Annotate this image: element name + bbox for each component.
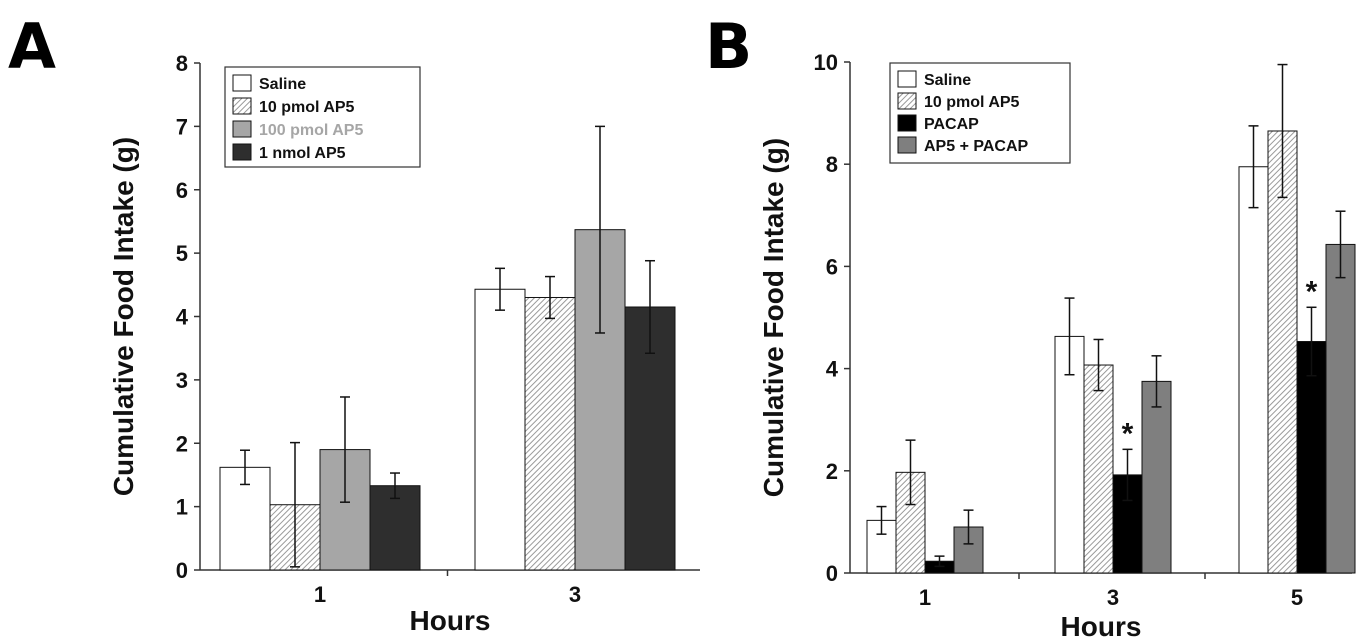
legend-swatch xyxy=(897,70,917,88)
bar xyxy=(1267,130,1298,574)
y-axis-title: Cumulative Food Intake (g) xyxy=(758,138,789,497)
bar xyxy=(1238,166,1269,574)
legend-swatch xyxy=(232,74,252,92)
chart-panel-b: 0 2 4 6 8 10 1 3 5 Hours Cumulative Food Intake (g… xyxy=(758,50,1356,642)
legend-label: Saline xyxy=(924,72,971,89)
y-tick-label: 0 xyxy=(826,561,838,586)
y-tick-label: 10 xyxy=(814,50,838,75)
y-tick-label: 6 xyxy=(176,178,188,203)
y-tick-label: 5 xyxy=(176,241,188,266)
legend-swatch xyxy=(897,92,917,110)
y-axis-title: Cumulative Food Intake (g) xyxy=(108,137,139,496)
y-tick-label: 8 xyxy=(176,51,188,76)
legend-label: PACAP xyxy=(924,116,979,133)
panel-letter-b: B xyxy=(705,10,752,83)
y-tick-label: 0 xyxy=(176,558,188,583)
bar xyxy=(1054,335,1085,574)
legend-label: 100 pmol AP5 xyxy=(259,122,363,139)
bar xyxy=(474,288,526,571)
bar xyxy=(1325,243,1356,574)
legend-swatch xyxy=(232,97,252,115)
bar xyxy=(1083,364,1114,574)
y-tick-label: 8 xyxy=(826,152,838,177)
legend: Saline 10 pmol AP5 PACAP AP5 + PACAP xyxy=(889,62,1071,164)
legend-label: 1 nmol AP5 xyxy=(259,145,346,162)
x-tick-label: 1 xyxy=(314,582,326,607)
legend-swatch xyxy=(232,120,252,138)
x-tick-label: 3 xyxy=(569,582,581,607)
legend: Saline 10 pmol AP5 100 pmol AP5 1 nmol AP5 xyxy=(224,66,421,168)
bar xyxy=(1141,380,1172,574)
y-tick-label: 6 xyxy=(826,254,838,279)
legend-label: AP5 + PACAP xyxy=(924,138,1029,155)
y-tick-label: 1 xyxy=(176,495,188,520)
legend-label: Saline xyxy=(259,76,306,93)
x-axis-title: Hours xyxy=(410,605,491,636)
y-tick-label: 2 xyxy=(176,431,188,456)
legend-label: 10 pmol AP5 xyxy=(259,99,355,116)
x-tick-label: 3 xyxy=(1107,585,1119,610)
x-tick-label: 5 xyxy=(1291,585,1303,610)
y-tick-label: 4 xyxy=(826,357,839,382)
y-tick-label: 7 xyxy=(176,114,188,139)
legend-swatch xyxy=(897,114,917,132)
x-tick-label: 1 xyxy=(919,585,931,610)
bar xyxy=(524,296,576,571)
legend-box xyxy=(224,66,421,168)
legend-box xyxy=(889,62,1071,164)
y-tick-label: 4 xyxy=(176,305,189,330)
x-axis-title: Hours xyxy=(1061,611,1142,642)
y-tick-label: 3 xyxy=(176,368,188,393)
legend-swatch xyxy=(232,143,252,161)
significance-marker: * xyxy=(1122,417,1134,450)
chart-panel-a: 0 1 2 3 4 5 6 7 8 1 3 Hours Cumulative Food Intake (… xyxy=(108,51,700,636)
y-tick-label: 2 xyxy=(826,459,838,484)
significance-marker: * xyxy=(1306,275,1318,308)
panel-letter-a: A xyxy=(8,10,56,83)
legend-swatch xyxy=(897,136,917,154)
legend-label: 10 pmol AP5 xyxy=(924,94,1020,111)
